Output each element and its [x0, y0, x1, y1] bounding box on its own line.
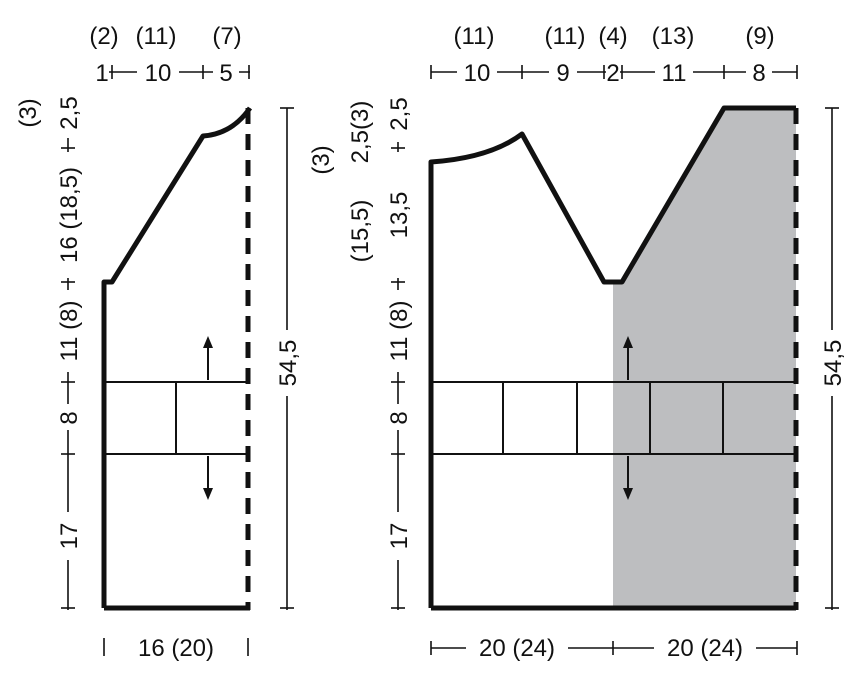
back-left-dim-4: 8 — [56, 411, 83, 424]
front-left-dim-6: 17 — [386, 523, 413, 550]
front-right-dim: 54,5 — [820, 340, 847, 387]
front-left-dim-2: 2,5 — [386, 97, 413, 130]
back-left-dim-2: 16 (18,5) — [56, 167, 83, 263]
down-arrow-icon — [203, 488, 213, 500]
label-bg — [213, 58, 239, 86]
back-top-size-1: (2) — [89, 23, 118, 50]
back-right-dim: 54,5 — [275, 340, 302, 387]
down-arrow-icon — [623, 488, 633, 500]
up-arrow-icon — [623, 336, 633, 348]
front-top-size-4: (13) — [652, 23, 695, 50]
front-left-dim-5: 8 — [386, 411, 413, 424]
front-top-dim-2: 9 — [556, 60, 569, 87]
front-left-size-1: (3) — [308, 145, 335, 174]
front-left-size-2: (15,5) — [347, 200, 374, 263]
front-left-dim-1: 2,5(3) — [347, 101, 374, 164]
label-bg — [817, 330, 847, 396]
back-left-dim-3: 11 (8) — [56, 301, 83, 362]
back-left-size-1: (3) — [15, 98, 42, 127]
label-bg — [654, 634, 756, 662]
front-left-dim-3: 13,5 — [386, 192, 413, 239]
label-bg — [54, 152, 82, 278]
label-bg — [384, 290, 412, 372]
label-bg — [54, 512, 82, 560]
back-left-dim-1: 2,5 — [56, 96, 83, 129]
front-top-size-2: (11) — [545, 23, 586, 50]
label-bg — [606, 58, 620, 86]
back-left-dim-5: 17 — [56, 523, 83, 550]
label-bg — [54, 290, 82, 372]
back-top-dim-3: 5 — [219, 60, 232, 87]
back-top-size-2: (11) — [136, 23, 177, 50]
front-top-size-3: (4) — [598, 23, 627, 50]
label-bg — [384, 152, 412, 278]
label-bg — [95, 58, 109, 86]
front-outline — [428, 105, 796, 611]
label-bg — [746, 58, 772, 86]
label-bg — [54, 84, 82, 138]
front-top-dim-3: 2 — [606, 60, 619, 87]
up-arrow-icon — [203, 336, 213, 348]
label-bg — [457, 58, 497, 86]
label-bg — [466, 634, 568, 662]
front-top-dim-4: 11 — [662, 60, 687, 87]
back-outline — [101, 106, 253, 611]
back-top-dim-2: 10 — [145, 60, 172, 87]
front-left-dim-4: 11 (8) — [386, 301, 413, 362]
label-bg — [54, 404, 82, 430]
front-bottom-dim-1: 20 (24) — [479, 635, 555, 662]
label-bg — [384, 84, 412, 142]
label-bg — [384, 512, 412, 560]
front-top-size-5: (9) — [745, 23, 774, 50]
front-shaded-half — [613, 108, 796, 608]
front-bottom-dim-2: 20 (24) — [667, 635, 743, 662]
front-top-dim-5: 8 — [752, 60, 765, 87]
label-bg — [137, 58, 179, 86]
back-top-dim-1: 1 — [95, 60, 108, 87]
back-piece: (2) (11) (7) 1 10 5 (3) 2,5 16 (18,5) 11… — [15, 23, 302, 662]
label-bg — [272, 330, 302, 396]
back-bottom-dim: 16 (20) — [138, 635, 214, 662]
front-top-dim-1: 10 — [464, 60, 491, 87]
back-top-size-3: (7) — [212, 23, 241, 50]
label-bg — [655, 58, 693, 86]
label-bg — [549, 58, 577, 86]
label-bg — [384, 404, 412, 430]
front-piece: (11) (11) (4) (13) (9) 10 9 2 11 8 — [308, 23, 847, 662]
front-top-size-1: (11) — [454, 23, 495, 50]
